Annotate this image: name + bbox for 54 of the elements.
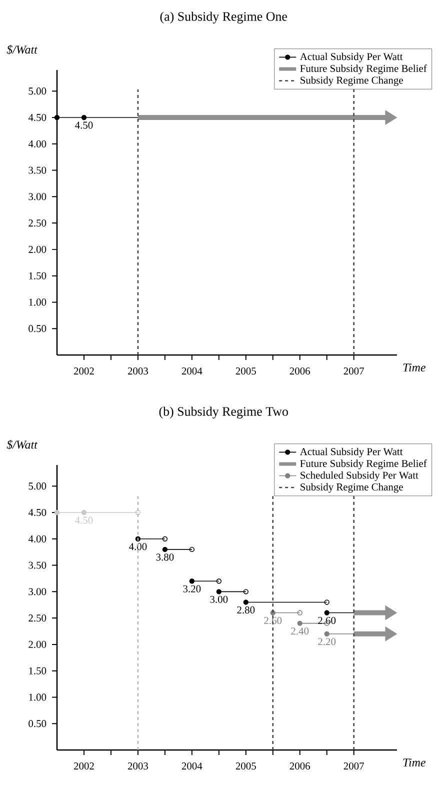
y-tick-label: 1.50 <box>29 667 46 674</box>
y-tick-label: 4.50 <box>28 114 46 122</box>
x-tick-label: 2005 <box>236 762 256 770</box>
data-label: 2.40 <box>291 628 309 635</box>
y-tick-label: 3.50 <box>28 562 46 569</box>
y-tick-label: 4.00 <box>28 140 46 148</box>
x-tick-label: 2003 <box>128 762 148 770</box>
legend-label: Future Subsidy Regime Belief <box>300 64 427 74</box>
legend-label: Actual Subsidy Per Watt <box>300 448 403 458</box>
y-tick-label: 1.00 <box>29 694 46 701</box>
data-label: 3.80 <box>156 554 174 561</box>
data-label: 3.20 <box>183 585 201 592</box>
x-tick-label: 2002 <box>74 367 94 375</box>
chart-title: (b) Subsidy Regime Two <box>159 406 288 418</box>
y-tick-label: 4.00 <box>28 535 46 542</box>
data-label: 4.00 <box>129 543 147 550</box>
x-tick-label: 2007 <box>344 762 364 770</box>
ref-line-label: Subsidy Regime Change <box>300 76 403 86</box>
y-tick-label: 2.50 <box>28 614 46 622</box>
x-tick-label: 2004 <box>182 762 202 770</box>
y-tick-label: 3.00 <box>28 588 46 596</box>
legend-label: Actual Subsidy Per Watt <box>300 52 403 62</box>
data-label: 3.00 <box>210 596 228 603</box>
y-tick-label: 4.50 <box>28 508 46 516</box>
data-label: 4.50 <box>75 122 93 129</box>
x-tick-label: 2005 <box>236 367 256 375</box>
x-tick-label: 2002 <box>74 762 94 770</box>
x-tick-label: 2004 <box>182 367 202 375</box>
y-tick-label: 1.00 <box>29 298 46 306</box>
y-axis-title: $/Watt <box>6 44 38 54</box>
x-axis-title: Time <box>403 758 426 767</box>
y-tick-label: 3.50 <box>28 166 46 174</box>
y-tick-label: 5.00 <box>28 482 46 490</box>
y-axis-title: $/Watt <box>6 440 38 450</box>
ref-line-label: Subsidy Regime Change <box>300 483 403 493</box>
y-tick-label: 3.00 <box>28 193 46 200</box>
y-tick-label: 2.50 <box>28 220 46 227</box>
x-tick-label: 2006 <box>290 762 310 770</box>
y-tick-label: 0.50 <box>28 720 46 728</box>
y-tick-label: 2.00 <box>28 246 46 253</box>
x-axis-title: Time <box>403 364 426 372</box>
chart-title: (a) Subsidy Regime One <box>160 12 287 24</box>
y-tick-label: 0.50 <box>28 325 46 332</box>
legend-label: Scheduled Subsidy Per Watt <box>300 471 418 481</box>
legend-label: Future Subsidy Regime Belief <box>300 460 427 470</box>
x-tick-label: 2003 <box>128 367 148 375</box>
data-label: 2.20 <box>318 638 336 646</box>
y-tick-label: 5.00 <box>28 88 46 95</box>
x-tick-label: 2007 <box>344 367 364 375</box>
y-tick-label: 1.50 <box>29 272 46 280</box>
y-tick-label: 2.00 <box>28 640 46 648</box>
data-label: 2.60 <box>318 616 336 624</box>
x-tick-label: 2006 <box>290 367 310 375</box>
data-label: 2.80 <box>237 606 255 614</box>
